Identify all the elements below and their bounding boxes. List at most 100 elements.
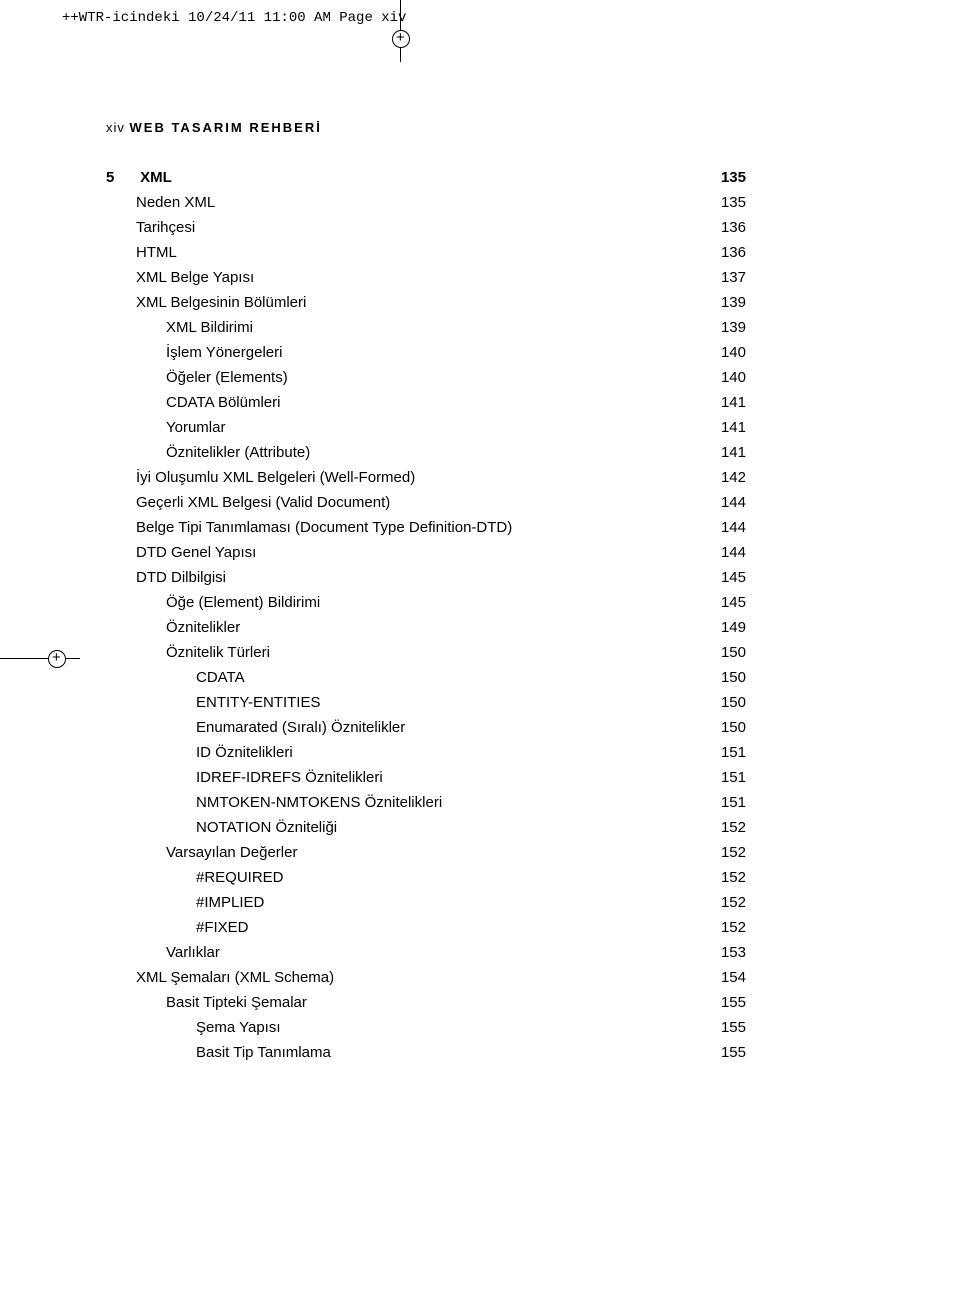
toc-page: 139 [711,290,746,315]
toc-row: XML Şemaları (XML Schema)154 [106,965,746,990]
toc-label: HTML [106,240,711,265]
toc-page: 155 [711,1040,746,1065]
toc-row: XML Belge Yapısı137 [106,265,746,290]
toc-page: 135 [711,165,746,190]
toc-page: 136 [711,215,746,240]
crop-mark [400,0,401,30]
toc-page: 145 [711,590,746,615]
toc-page: 144 [711,540,746,565]
toc-row: CDATA150 [106,665,746,690]
toc-page: 155 [711,990,746,1015]
crop-target-icon [392,30,410,48]
toc-row: Yorumlar141 [106,415,746,440]
toc-page: 145 [711,565,746,590]
toc-page: 154 [711,965,746,990]
toc-label: Basit Tip Tanımlama [106,1040,711,1065]
toc-label: Şema Yapısı [106,1015,711,1040]
toc-page: 155 [711,1015,746,1040]
toc-label: İyi Oluşumlu XML Belgeleri (Well-Formed) [106,465,711,490]
toc-label: DTD Dilbilgisi [106,565,711,590]
toc-chapter-label: 5 XML [106,165,711,190]
toc-label: Enumarated (Sıralı) Öznitelikler [106,715,711,740]
chapter-number: 5 [106,165,136,190]
toc-label: CDATA Bölümleri [106,390,711,415]
toc-label: İşlem Yönergeleri [106,340,711,365]
toc-chapter-row: 5 XML 135 [106,165,746,190]
toc-label: CDATA [106,665,711,690]
toc-row: Basit Tipteki Şemalar155 [106,990,746,1015]
crop-mark [400,48,401,62]
toc-label: XML Belge Yapısı [106,265,711,290]
toc-page: 152 [711,840,746,865]
toc-row: #FIXED152 [106,915,746,940]
toc-row: XML Belgesinin Bölümleri139 [106,290,746,315]
toc-row: Şema Yapısı155 [106,1015,746,1040]
toc-label: Geçerli XML Belgesi (Valid Document) [106,490,711,515]
toc-row: Enumarated (Sıralı) Öznitelikler150 [106,715,746,740]
toc-label: Varsayılan Değerler [106,840,711,865]
toc-label: Belge Tipi Tanımlaması (Document Type De… [106,515,711,540]
toc-row: Varsayılan Değerler152 [106,840,746,865]
toc-page: 150 [711,690,746,715]
toc-page: 135 [711,190,746,215]
toc-label: Basit Tipteki Şemalar [106,990,711,1015]
toc-label: Tarihçesi [106,215,711,240]
toc-row: İşlem Yönergeleri140 [106,340,746,365]
toc-page: 144 [711,490,746,515]
toc-page: 144 [711,515,746,540]
chapter-title: XML [140,169,172,186]
toc-label: #IMPLIED [106,890,711,915]
toc-row: HTML136 [106,240,746,265]
crop-mark [0,658,48,659]
toc-page: 152 [711,890,746,915]
toc-page: 151 [711,790,746,815]
toc-page: 149 [711,615,746,640]
crop-target-icon [48,650,66,668]
toc-label: ID Öznitelikleri [106,740,711,765]
toc-row: #REQUIRED152 [106,865,746,890]
toc-label: DTD Genel Yapısı [106,540,711,565]
toc-page: 141 [711,415,746,440]
toc-page: 141 [711,440,746,465]
toc-label: NOTATION Özniteliği [106,815,711,840]
toc-label: Öznitelikler [106,615,711,640]
toc-label: XML Bildirimi [106,315,711,340]
toc-page: 151 [711,765,746,790]
toc-label: NMTOKEN-NMTOKENS Öznitelikleri [106,790,711,815]
toc-row: Öznitelikler149 [106,615,746,640]
page-title: xiv WEB TASARIM REHBERİ [106,120,322,135]
toc-row: Geçerli XML Belgesi (Valid Document)144 [106,490,746,515]
toc-row: Öğeler (Elements)140 [106,365,746,390]
toc-label: Yorumlar [106,415,711,440]
book-title: WEB TASARIM REHBERİ [130,120,322,135]
toc-label: Varlıklar [106,940,711,965]
toc-page: 151 [711,740,746,765]
toc-row: DTD Genel Yapısı144 [106,540,746,565]
toc-page: 150 [711,715,746,740]
toc-page: 152 [711,865,746,890]
toc-label: Öznitelikler (Attribute) [106,440,711,465]
toc-page: 136 [711,240,746,265]
toc-label: XML Belgesinin Bölümleri [106,290,711,315]
toc-label: #FIXED [106,915,711,940]
print-header: ++WTR-icindeki 10/24/11 11:00 AM Page xi… [62,10,406,26]
toc-page: 150 [711,640,746,665]
toc-row: IDREF-IDREFS Öznitelikleri151 [106,765,746,790]
toc-content: 5 XML 135 Neden XML135Tarihçesi136HTML13… [106,165,746,1065]
toc-label: XML Şemaları (XML Schema) [106,965,711,990]
toc-row: Öznitelikler (Attribute)141 [106,440,746,465]
toc-row: İyi Oluşumlu XML Belgeleri (Well-Formed)… [106,465,746,490]
toc-row: Varlıklar153 [106,940,746,965]
toc-row: Neden XML135 [106,190,746,215]
toc-row: CDATA Bölümleri141 [106,390,746,415]
toc-page: 139 [711,315,746,340]
toc-page: 141 [711,390,746,415]
toc-row: ENTITY-ENTITIES150 [106,690,746,715]
crop-mark [66,658,80,659]
toc-label: Öznitelik Türleri [106,640,711,665]
toc-row: NOTATION Özniteliği152 [106,815,746,840]
toc-row: Basit Tip Tanımlama155 [106,1040,746,1065]
toc-page: 152 [711,915,746,940]
toc-page: 152 [711,815,746,840]
toc-row: Tarihçesi136 [106,215,746,240]
